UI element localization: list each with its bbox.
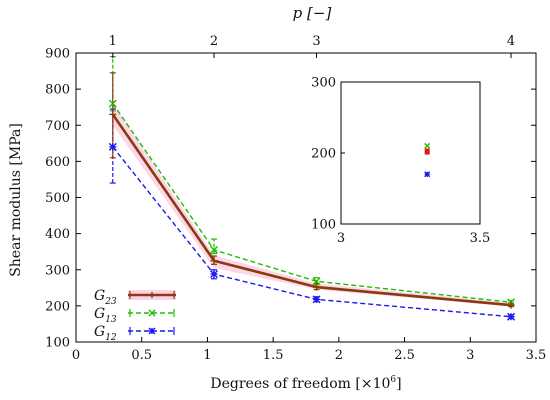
y-tick-label: 200 [45,299,70,314]
legend: G23 G13 G12 [94,288,176,343]
legend-marker-g12-stroke [148,327,156,335]
legend-sub-g13: 13 [105,315,117,325]
x-tick-label: 1 [203,348,211,363]
top-tick-label: 3 [312,34,320,49]
y-axis-label: Shear modulus [MPa] [8,123,24,277]
data-point-g13 [108,99,117,108]
inset-point-g23 [424,148,430,155]
x-axis-label-exponent: 6 [390,375,396,385]
x-tick-label: 2.5 [394,348,415,363]
top-axis-label: p [−] [293,4,332,22]
series-line-g13 [112,103,512,303]
data-point-g23 [210,257,218,265]
data-point-g12 [210,270,218,279]
legend-label-g23: G23 [94,288,117,307]
x-tick-label: 1.5 [263,348,284,363]
data-point-g13 [210,245,218,254]
data-point-g23 [507,301,515,309]
data-point-g13-stroke [210,245,218,254]
y-tick-label: 700 [45,119,70,134]
inset-y-tick-label: 300 [311,76,336,91]
inset-point-g12 [424,171,431,178]
legend-sub-g12: 12 [105,333,117,343]
inset-plot: 3 3.5 100 200 300 [311,76,490,247]
data-point-g12 [108,142,117,151]
y-tick-label: 100 [45,336,70,351]
data-point-g23 [313,283,321,291]
top-tick-label: 1 [109,34,117,49]
x-tick-label: 0.5 [131,348,152,363]
x-axis-label: Degrees of freedom [×106] [210,375,401,392]
legend-marker-g12 [148,327,156,335]
y-tick-label: 300 [45,263,70,278]
x-tick-label: 2 [335,348,343,363]
data-point-g13-stroke [108,99,117,108]
inset-y-tick-label: 200 [311,147,336,162]
top-tick-label: 2 [210,34,218,49]
y-tick-label: 400 [45,227,70,242]
inset-point-g13 [424,142,431,149]
data-point-g23 [109,110,117,118]
legend-label-g12: G12 [94,324,117,343]
inset-x-tick-label: 3 [337,231,345,246]
y-tick-label: 500 [45,191,70,206]
y-tick-label: 800 [45,83,70,98]
series-line-g23 [111,113,512,307]
x-tick-label: 0 [72,348,80,363]
legend-marker-g13 [148,309,156,317]
y-tick-label: 900 [45,47,70,62]
x-tick-label: 3.5 [526,348,547,363]
data-point-g12-stroke [210,270,218,279]
data-point-g12-stroke [507,312,516,321]
inset-x-tick-label: 3.5 [470,231,491,246]
series-line-g12 [112,146,512,318]
top-tick-label: 4 [507,34,515,49]
inset-point-g12-stroke [424,171,431,178]
x-axis-label-close: ] [396,376,401,392]
data-markers [108,99,516,321]
x-axis-label-main: Degrees of freedom [×10 [210,376,390,392]
data-point-g12-stroke [108,142,117,151]
legend-label-g13: G13 [94,306,117,325]
x-tick-label: 3 [466,348,474,363]
data-point-g13-stroke [312,277,321,286]
inset-y-tick-label: 100 [311,218,336,233]
data-point-g12 [312,295,321,304]
series-lines [111,103,512,318]
legend-marker-g23 [149,292,155,298]
inset-border [340,81,481,225]
data-point-g12-stroke [312,295,321,304]
legend-marker-g13-stroke [148,309,156,317]
y-tick-label: 600 [45,155,70,170]
data-point-g13 [312,277,321,286]
inset-point-g13-stroke [424,142,431,149]
axis-ticks: 0 0.5 1 1.5 2 2.5 3 3.5 100 200 300 400 500 600 700 800… [45,34,546,363]
legend-sub-g23: 23 [104,297,117,307]
data-point-g12 [507,312,516,321]
